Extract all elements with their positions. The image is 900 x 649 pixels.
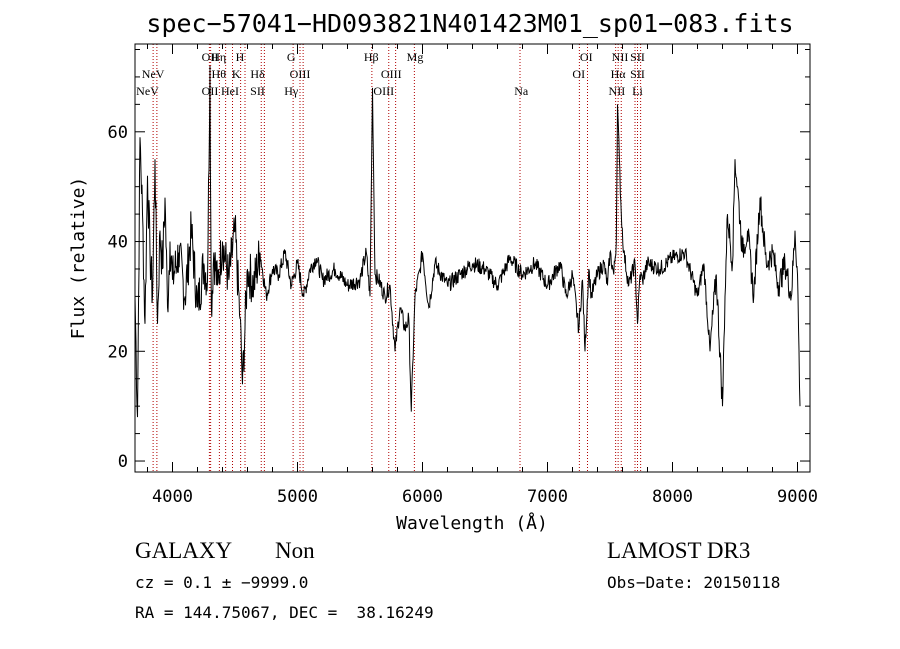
spectrum-series bbox=[134, 65, 801, 418]
line-label: SII bbox=[630, 67, 645, 81]
line-label: NII bbox=[609, 84, 626, 98]
object-class: GALAXY bbox=[135, 538, 233, 563]
line-label: OIII bbox=[373, 84, 394, 98]
line-label: OI bbox=[580, 50, 593, 64]
survey-name: LAMOST DR3 bbox=[607, 538, 751, 563]
line-label: SII bbox=[630, 50, 645, 64]
chart-title: spec−57041−HD093821N401423M01_sp01−083.f… bbox=[146, 9, 793, 38]
line-label: NeV bbox=[136, 84, 159, 98]
y-tick-label: 40 bbox=[108, 233, 128, 253]
line-label: Mg bbox=[407, 50, 424, 64]
plot-frame bbox=[134, 43, 811, 473]
line-label: H bbox=[236, 50, 245, 64]
object-subclass: Non bbox=[275, 538, 315, 563]
y-tick-label: 60 bbox=[108, 123, 128, 143]
line-label: Hη bbox=[211, 50, 226, 64]
line-label: OIII bbox=[290, 67, 311, 81]
line-label: NeV bbox=[142, 67, 165, 81]
line-label: NII bbox=[612, 50, 629, 64]
redshift-line: cz = 0.1 ± −9999.0 bbox=[135, 573, 309, 592]
line-label: OII bbox=[202, 50, 219, 64]
x-axis-label: Wavelength (Å) bbox=[396, 512, 548, 534]
y-axis-ticks: 0 20 40 60 bbox=[108, 48, 810, 472]
line-label: K bbox=[232, 67, 241, 81]
line-label: Hγ bbox=[284, 84, 299, 98]
line-label: OIII bbox=[381, 67, 402, 81]
y-tick-label: 0 bbox=[118, 452, 128, 472]
line-label: Na bbox=[514, 84, 529, 98]
line-label: Li bbox=[632, 84, 643, 98]
line-label: Hθ bbox=[212, 67, 227, 81]
x-tick-label: 7000 bbox=[527, 487, 568, 507]
line-label: HeI bbox=[221, 84, 239, 98]
x-tick-label: 9000 bbox=[777, 487, 818, 507]
line-label: Hδ bbox=[250, 67, 265, 81]
x-tick-label: 8000 bbox=[652, 487, 693, 507]
y-axis-label: Flux (relative) bbox=[68, 177, 89, 340]
x-tick-label: 5000 bbox=[277, 487, 318, 507]
line-label: G bbox=[287, 50, 296, 64]
line-label: OI bbox=[572, 67, 585, 81]
x-axis-ticks: 4000 5000 6000 7000 8000 9000 bbox=[147, 44, 818, 507]
x-tick-label: 4000 bbox=[152, 487, 193, 507]
coordinates-line: RA = 144.75067, DEC = 38.16249 bbox=[135, 603, 434, 622]
y-tick-label: 20 bbox=[108, 342, 128, 362]
line-label: SII bbox=[250, 84, 265, 98]
x-tick-label: 6000 bbox=[402, 487, 443, 507]
line-label: Hβ bbox=[364, 50, 379, 64]
obs-date-line: Obs−Date: 20150118 bbox=[607, 573, 781, 592]
line-label: Hα bbox=[611, 67, 627, 81]
spectrum-line bbox=[134, 65, 801, 418]
